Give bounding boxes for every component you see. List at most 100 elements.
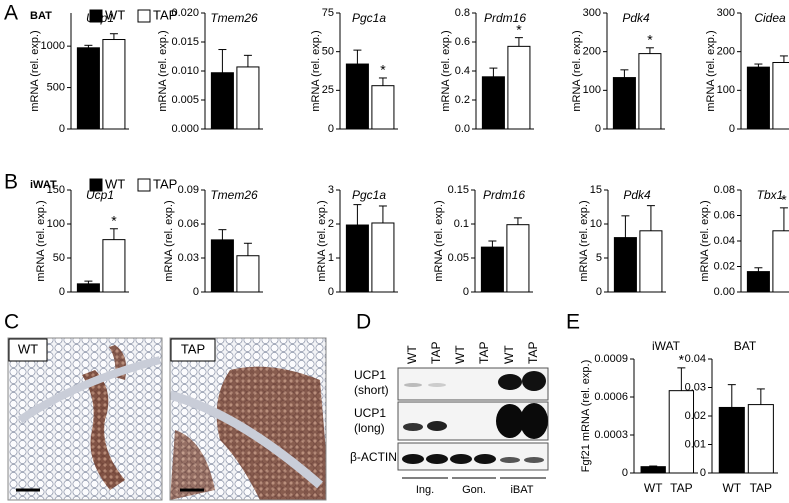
blot-lane-label: TAP bbox=[526, 342, 540, 364]
chart-title: Pdk4 bbox=[622, 11, 650, 25]
chart-title: Tbx1 bbox=[757, 188, 784, 202]
y-tick-label: 0.03 bbox=[685, 381, 706, 393]
y-tick-label: 50 bbox=[53, 252, 65, 264]
y-tick-label: 3 bbox=[328, 184, 334, 196]
chart-title: Pgc1a bbox=[352, 11, 386, 25]
bar bbox=[76, 47, 100, 130]
chart-title: Prdm16 bbox=[483, 188, 525, 202]
y-tick-label: 0.4 bbox=[455, 65, 470, 77]
y-tick-label: 0 bbox=[729, 123, 735, 135]
bar bbox=[747, 404, 774, 474]
panel-label: E bbox=[566, 311, 580, 334]
blot-row-label: β-ACTIN bbox=[350, 450, 397, 464]
bar bbox=[772, 230, 789, 293]
y-tick-label: 0.005 bbox=[171, 94, 199, 106]
y-axis-label: mRNA (rel. exp.) bbox=[35, 200, 47, 281]
y-tick-label: 0.09 bbox=[178, 184, 199, 196]
bar bbox=[746, 271, 770, 293]
bar bbox=[638, 53, 662, 130]
y-tick-label: 0.00 bbox=[714, 286, 735, 298]
micrograph bbox=[170, 338, 326, 500]
chart-title: Tmem26 bbox=[210, 11, 258, 25]
y-tick-label: 100 bbox=[583, 84, 601, 96]
micrograph-label: TAP bbox=[181, 341, 205, 356]
bar bbox=[507, 45, 531, 130]
y-tick-label: 1000 bbox=[41, 40, 65, 52]
legend-label: WT bbox=[105, 176, 125, 191]
bar bbox=[236, 255, 260, 293]
panel-label: D bbox=[356, 311, 371, 334]
y-axis-label: mRNA (rel. exp.) bbox=[433, 200, 445, 281]
legend-label: TAP bbox=[153, 176, 177, 191]
y-tick-label: 100 bbox=[717, 84, 735, 96]
y-tick-label: 75 bbox=[322, 7, 334, 19]
bar bbox=[102, 239, 126, 293]
y-tick-label: 0 bbox=[622, 467, 628, 479]
y-tick-label: 25 bbox=[322, 84, 334, 96]
y-axis-label: mRNA (rel. exp.) bbox=[310, 30, 322, 111]
blot-lane-label: WT bbox=[405, 345, 419, 364]
blot-lane-label: TAP bbox=[429, 342, 443, 364]
y-tick-label: 100 bbox=[47, 218, 65, 230]
legend-swatch bbox=[89, 9, 103, 23]
y-tick-label: 0.020 bbox=[171, 7, 199, 19]
chart-title: Prdm16 bbox=[484, 11, 526, 25]
y-tick-label: 0 bbox=[700, 467, 706, 479]
y-tick-label: 0.6 bbox=[455, 36, 470, 48]
panel-label: C bbox=[4, 311, 19, 334]
significance: * bbox=[380, 62, 386, 78]
y-tick-label: 0.06 bbox=[178, 218, 199, 230]
blot-lane-label: TAP bbox=[477, 342, 491, 364]
significance: * bbox=[111, 212, 117, 228]
tissue-label: iWAT bbox=[30, 179, 57, 191]
y-tick-label: 0.015 bbox=[171, 36, 199, 48]
x-tick-label: WT bbox=[644, 481, 663, 495]
x-tick-label: WT bbox=[722, 481, 741, 495]
y-tick-label: 0 bbox=[595, 123, 601, 135]
blot-row-label: UCP1 bbox=[354, 406, 386, 420]
y-axis-label: mRNA (rel. exp.) bbox=[578, 200, 590, 281]
micrograph-frame bbox=[169, 337, 327, 501]
micrograph bbox=[8, 338, 162, 500]
blot-lane-label: WT bbox=[453, 345, 467, 364]
y-tick-label: 0.02 bbox=[685, 410, 706, 422]
y-tick-label: 0.06 bbox=[714, 209, 735, 221]
legend-label: WT bbox=[105, 7, 125, 22]
y-tick-label: 0.0003 bbox=[594, 429, 628, 441]
bar bbox=[506, 224, 530, 293]
bar bbox=[371, 85, 395, 130]
bar bbox=[102, 39, 126, 130]
legend-swatch bbox=[89, 178, 103, 192]
y-tick-label: 0 bbox=[328, 123, 334, 135]
y-tick-label: 2 bbox=[328, 218, 334, 230]
y-tick-label: 10 bbox=[590, 218, 602, 230]
bar bbox=[772, 61, 789, 130]
y-tick-label: 5 bbox=[596, 252, 602, 264]
y-axis-label: mRNA (rel. exp.) bbox=[316, 200, 328, 281]
y-tick-label: 0 bbox=[596, 286, 602, 298]
y-tick-label: 0 bbox=[193, 286, 199, 298]
blot-row-label: (short) bbox=[354, 383, 389, 397]
y-tick-label: 0.000 bbox=[171, 123, 199, 135]
chart-title: BAT bbox=[734, 339, 757, 353]
bar bbox=[76, 283, 100, 293]
western-blot bbox=[397, 367, 549, 479]
y-tick-label: 0.8 bbox=[455, 7, 470, 19]
y-tick-label: 0 bbox=[59, 123, 65, 135]
y-tick-label: 0.04 bbox=[685, 353, 706, 365]
x-tick-label: TAP bbox=[750, 481, 772, 495]
y-axis-label: mRNA (rel. exp.) bbox=[699, 200, 711, 281]
y-axis-label: mRNA (rel. exp.) bbox=[571, 30, 583, 111]
y-axis-label: mRNA (rel. exp.) bbox=[440, 30, 452, 111]
label-box bbox=[8, 338, 48, 362]
legend-swatch bbox=[137, 178, 151, 192]
x-tick-label: TAP bbox=[670, 481, 692, 495]
significance: * bbox=[781, 192, 787, 208]
panel-label: A bbox=[4, 2, 18, 25]
micrograph-frame bbox=[7, 337, 163, 501]
tissue-label: BAT bbox=[30, 10, 52, 22]
y-tick-label: 0.04 bbox=[714, 235, 735, 247]
bar bbox=[371, 222, 395, 293]
blot-group-label: Ing. bbox=[416, 484, 434, 496]
